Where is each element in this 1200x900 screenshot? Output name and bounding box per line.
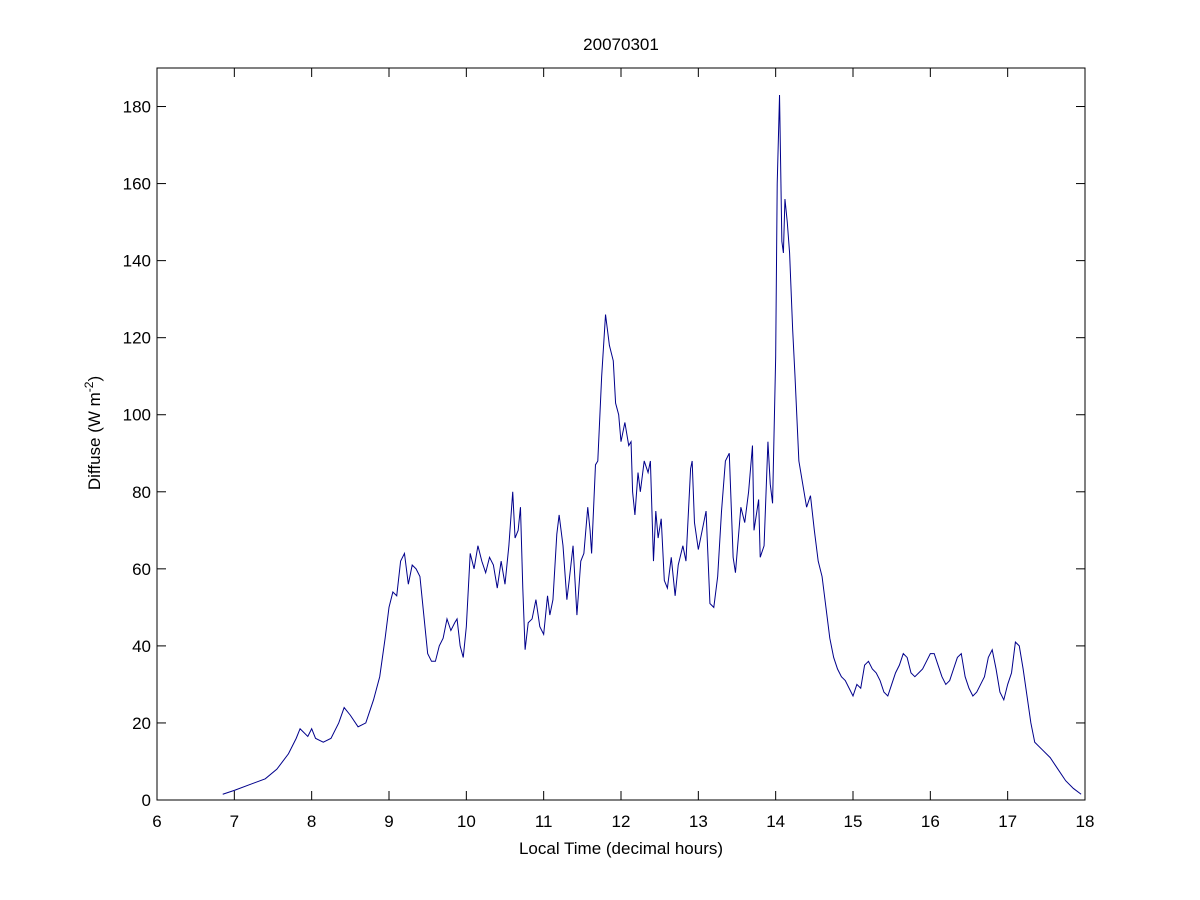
x-tick-label: 13 [689,812,708,831]
data-line [222,94,1082,795]
y-axis-label-text: Diffuse (W m [85,392,104,490]
x-axis-label: Local Time (decimal hours) [519,839,723,858]
x-tick-label: 18 [1076,812,1095,831]
x-tick-label: 8 [307,812,316,831]
y-tick-label: 40 [132,637,151,656]
y-tick-label: 120 [123,329,151,348]
y-tick-label: 180 [123,98,151,117]
x-tick-label: 15 [844,812,863,831]
y-tick-label: 80 [132,483,151,502]
y-tick-label: 20 [132,714,151,733]
x-tick-label: 9 [384,812,393,831]
x-tick-label: 12 [612,812,631,831]
y-axis-label-superscript: -2 [82,381,96,392]
x-tick-label: 6 [152,812,161,831]
x-tick-label: 16 [921,812,940,831]
x-tick-label: 14 [766,812,785,831]
x-tick-label: 17 [998,812,1017,831]
y-tick-label: 160 [123,175,151,194]
y-axis-label-suffix: ) [85,376,104,382]
x-tick-label: 10 [457,812,476,831]
y-tick-label: 60 [132,560,151,579]
y-axis-label: Diffuse (W m-2) [82,376,104,490]
x-tick-label: 11 [535,812,553,831]
y-tick-label: 140 [123,252,151,271]
chart-title: 20070301 [583,35,659,54]
x-tick-label: 7 [230,812,239,831]
y-tick-label: 100 [123,406,151,425]
y-tick-label: 0 [142,791,151,810]
